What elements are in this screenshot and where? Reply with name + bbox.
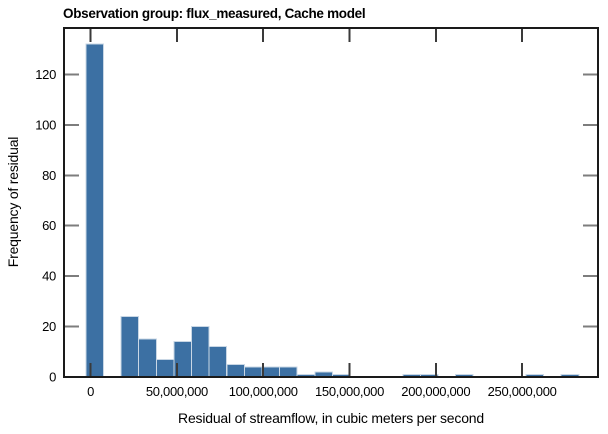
ticks-group	[64, 28, 598, 378]
x-tick-label: 200,000,000	[401, 384, 470, 399]
histogram-bar	[155, 358, 175, 378]
x-tick-label: 50,000,000	[146, 384, 208, 399]
histogram-bar	[191, 326, 210, 378]
plot-border	[63, 27, 599, 378]
y-tick-label: 100	[35, 117, 56, 132]
histogram-bar	[120, 316, 140, 378]
x-tick-label: 250,000,000	[488, 384, 557, 399]
y-tick-label: 0	[49, 370, 56, 385]
y-axis-label: Frequency of residual	[5, 137, 21, 268]
histogram-bar	[85, 43, 105, 378]
y-tick-label: 40	[42, 269, 56, 284]
histogram-bar	[138, 338, 157, 378]
histogram-bar	[226, 363, 245, 378]
chart-title: Observation group: flux_measured, Cache …	[63, 6, 365, 21]
bars-group	[85, 43, 580, 378]
histogram-bar	[243, 366, 263, 378]
histogram-bar	[208, 346, 228, 378]
x-tick-label: 0	[87, 384, 94, 399]
y-tick-label: 60	[42, 218, 56, 233]
y-tick-label: 20	[42, 319, 56, 334]
histogram-bar	[261, 366, 281, 378]
y-tick-label: 120	[35, 67, 56, 82]
x-axis-label: Residual of streamflow, in cubic meters …	[178, 410, 484, 426]
x-tick-label: 150,000,000	[315, 384, 384, 399]
x-tick-label: 100,000,000	[229, 384, 298, 399]
tick-labels-group: 0 50,000,000 100,000,000 150,000,000 200,000…	[35, 67, 557, 399]
y-tick-label: 80	[42, 168, 56, 183]
histogram-bar	[279, 366, 298, 378]
